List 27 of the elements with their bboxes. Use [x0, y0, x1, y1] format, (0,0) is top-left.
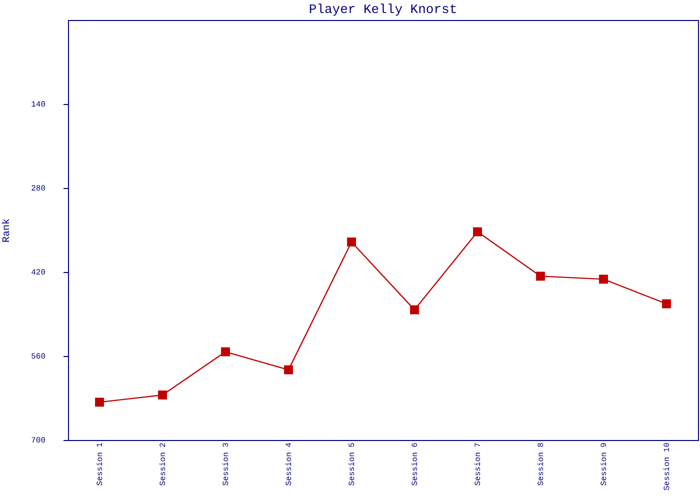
point [95, 398, 104, 407]
x-tick-label: Session 7 [474, 442, 483, 486]
point [347, 238, 356, 246]
x-tick-label: Session 6 [411, 442, 420, 486]
y-tick-label: 700 [31, 436, 46, 446]
x-tick-label: Session 2 [159, 442, 168, 486]
point [599, 274, 608, 284]
x-tick-label: Session 10 [663, 442, 672, 491]
y-axis-title: Rank [1, 218, 14, 243]
y-tick-label: 560 [31, 352, 46, 362]
point [410, 305, 419, 314]
point [158, 390, 167, 400]
y-tick-label: 280 [31, 184, 46, 194]
chart-title: Player Kelly Knorst [308, 2, 458, 17]
y-tick-label: 420 [31, 268, 46, 278]
point [284, 365, 293, 374]
y-tick-label: 140 [31, 100, 46, 110]
point [473, 227, 482, 236]
x-tick-label: Session 9 [600, 442, 609, 486]
point [662, 299, 671, 308]
point [221, 347, 230, 356]
x-tick-label: Session 4 [285, 442, 294, 486]
x-tick-label: Session 5 [348, 442, 357, 486]
x-tick-label: Session 3 [222, 442, 231, 486]
point [536, 272, 545, 281]
x-tick-label: Session 1 [96, 442, 105, 486]
x-tick-label: Session 8 [537, 442, 546, 486]
